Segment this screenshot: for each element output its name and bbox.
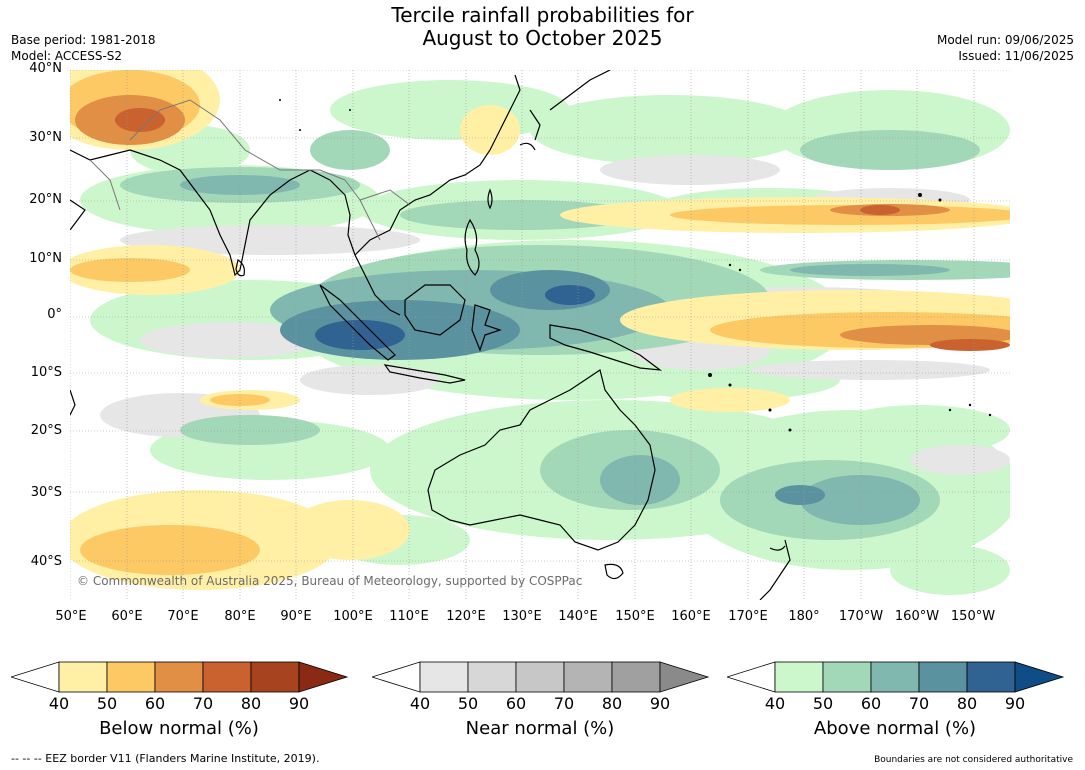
colorbar-tick: 90 [288,694,310,713]
eez-border-note: -- -- -- EEZ border V11 (Flanders Marine… [11,752,320,765]
colorbar-tick: 60 [144,694,166,713]
lon-label: 150°E [615,609,655,624]
probability-map: © Commonwealth of Australia 2025, Bureau… [70,70,1010,600]
colorbar-near-swatches [370,661,710,693]
copyright-notice: © Commonwealth of Australia 2025, Bureau… [77,574,583,588]
lat-label: 40°N [29,61,62,76]
colorbar-tick: 70 [192,694,214,713]
lon-label: 50°E [55,609,87,624]
graticule [70,70,1010,600]
title-line-2: August to October 2025 [422,26,663,50]
lat-label: 20°S [30,423,62,438]
lon-label: 70°E [167,609,199,624]
colorbar-near-normal: 40 50 60 70 80 90 Near normal (%) [370,660,710,739]
lon-label: 60°E [111,609,143,624]
colorbar-tick: 40 [764,694,786,713]
colorbar-tick: 50 [96,694,118,713]
lat-label: 30°N [29,130,62,145]
lon-label: 170°E [728,609,768,624]
issued-date: Issued: 11/06/2025 [958,49,1074,63]
colorbar-title: Below normal (%) [99,718,259,739]
colorbar-tick: 70 [908,694,930,713]
colorbar-tick: 60 [860,694,882,713]
lat-label: 30°S [30,485,62,500]
lat-label: 10°N [29,251,62,266]
colorbar-tick: 80 [240,694,262,713]
lat-label: 0° [47,307,62,322]
colorbar-tick: 50 [457,694,479,713]
lat-label: 10°S [30,365,62,380]
map-title: Tercile rainfall probabilities for Augus… [0,4,1085,50]
meta-right: Model run: 09/06/2025 Issued: 11/06/2025 [937,32,1074,64]
colorbar-above-swatches [725,661,1065,693]
colorbar-tick: 90 [1004,694,1026,713]
title-line-1: Tercile rainfall probabilities for [391,3,694,27]
lon-label: 160°E [671,609,711,624]
meta-left: Base period: 1981-2018 Model: ACCESS-S2 [11,32,156,64]
colorbar-above-normal: 40 50 60 70 80 90 Above normal (%) [725,660,1065,739]
colorbar-below-normal: 40 50 60 70 80 90 Below normal (%) [9,660,349,739]
model-name: Model: ACCESS-S2 [11,49,123,63]
base-period: Base period: 1981-2018 [11,33,156,47]
lon-label: 80°E [224,609,256,624]
lon-label: 100°E [333,609,373,624]
lon-label: 170°W [838,609,884,624]
lon-label: 90°E [280,609,312,624]
colorbar-tick: 60 [505,694,527,713]
colorbar-tick: 80 [601,694,623,713]
lon-label: 150°W [950,609,996,624]
boundaries-disclaimer: Boundaries are not considered authoritat… [874,755,1073,765]
lon-label: 110°E [389,609,429,624]
colorbar-tick: 70 [553,694,575,713]
below-normal-70 [115,108,1010,351]
lon-label: 130°E [502,609,542,624]
map-canvas [70,70,1010,600]
lon-label: 160°W [894,609,940,624]
colorbar-tick: 40 [48,694,70,713]
country-borders [89,99,411,241]
colorbar-tick: 40 [409,694,431,713]
colorbar-title: Near normal (%) [465,718,615,739]
colorbar-below-swatches [9,661,349,693]
coastlines [70,70,791,600]
model-run: Model run: 09/06/2025 [936,33,1074,47]
lon-label: 140°E [558,609,598,624]
colorbar-title: Above normal (%) [813,718,977,739]
colorbar-tick: 50 [812,694,834,713]
lat-label: 20°N [29,192,62,207]
lon-label: 120°E [446,609,486,624]
colorbar-tick: 90 [649,694,671,713]
lon-label: 180° [788,609,820,624]
lat-label: 40°S [30,554,62,569]
colorbar-tick: 80 [956,694,978,713]
pacific-islands [279,99,992,432]
